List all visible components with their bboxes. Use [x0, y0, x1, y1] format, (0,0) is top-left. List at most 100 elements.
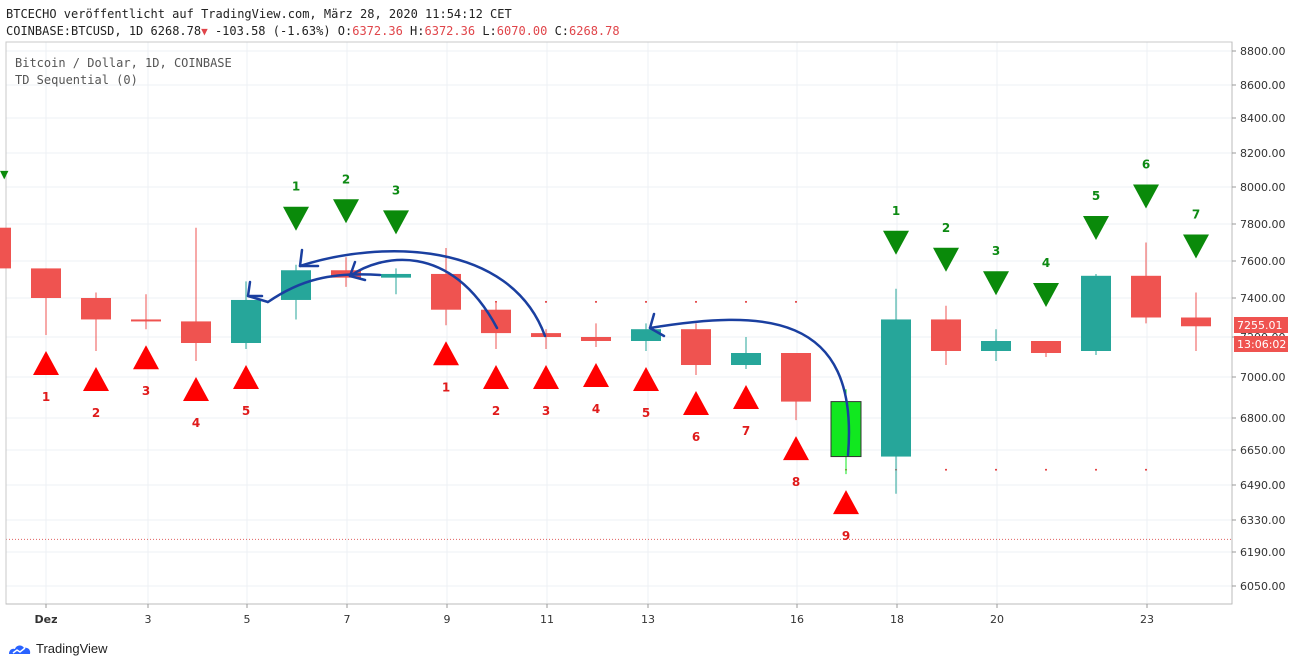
candle-body [1081, 275, 1111, 351]
high-value: 6372.36 [424, 24, 476, 38]
buy-setup-count: 2 [92, 406, 100, 420]
setup-dot [695, 300, 697, 303]
x-tick-label: 18 [890, 613, 904, 626]
sell-setup-triangle-icon [283, 206, 309, 231]
footer-brand[interactable]: TradingView [8, 641, 108, 656]
setup-dot [545, 300, 547, 303]
sell-setup-triangle-icon [1033, 283, 1059, 307]
sell-setup-count: 5 [1092, 189, 1100, 203]
price-labels: 7255.01 13:06:02 [1234, 317, 1288, 352]
annotation-arrowhead-icon [246, 280, 264, 298]
setup-dot [995, 468, 997, 471]
buy-setup-triangle-icon [633, 367, 659, 391]
sell-setup-count: 2 [942, 221, 950, 235]
setup-dot [945, 468, 947, 471]
y-tick-label: 6800.00 [1240, 412, 1286, 425]
price-axis: 8800.00 8600.00 8400.00 8200.00 8000.00 7800.… [1232, 45, 1286, 593]
y-tick-label: 6490.00 [1240, 479, 1286, 492]
candle-body [181, 321, 211, 343]
x-tick-label: Dez [35, 613, 58, 626]
candle-body [381, 273, 411, 278]
buy-setup-count: 4 [592, 402, 600, 416]
y-tick-label: 6050.00 [1240, 580, 1286, 593]
x-tick-label: 13 [641, 613, 655, 626]
x-tick-label: 20 [990, 613, 1004, 626]
sell-setup-count: 3 [992, 244, 1000, 258]
sell-setup-triangle-icon [1083, 215, 1109, 240]
y-tick-label: 6650.00 [1240, 444, 1286, 457]
legend-symbol: Bitcoin / Dollar, 1D, COINBASE [15, 56, 232, 70]
legend-indicator: TD Sequential (0) [15, 73, 138, 87]
buy-setup-triangle-icon [433, 341, 459, 366]
candle-body [531, 333, 561, 337]
down-arrow-icon: ▼ [201, 25, 208, 38]
buy-setup-triangle-icon [733, 385, 759, 409]
y-tick-label: 7600.00 [1240, 255, 1286, 268]
candle-body [231, 299, 261, 343]
candle-body [981, 341, 1011, 351]
annotation-arc [648, 318, 851, 457]
last-price: 6268.78 [150, 24, 202, 38]
candle-body [931, 319, 961, 351]
open-value: 6372.36 [352, 24, 403, 38]
sell-setup-triangle-icon [983, 271, 1009, 296]
y-tick-label: 8000.00 [1240, 181, 1286, 194]
x-tick-label: 5 [244, 613, 251, 626]
candle-body [0, 227, 11, 269]
y-tick-label: 7400.00 [1240, 292, 1286, 305]
candle-body [631, 329, 661, 341]
sell-setup-count: 2 [342, 172, 350, 186]
buy-setup-count: 2 [492, 404, 500, 418]
candles [0, 227, 1211, 494]
ohlc-line: COINBASE:BTCUSD, 1D 6268.78▼ -103.58 (-1… [6, 24, 620, 38]
candle-body [881, 319, 911, 457]
buy-setup-triangle-icon [133, 345, 159, 370]
y-tick-label: 8400.00 [1240, 112, 1286, 125]
buy-setup-triangle-icon [83, 367, 109, 391]
x-tick-label: 3 [145, 613, 152, 626]
sell-setup-count: 3 [392, 183, 400, 197]
high-label: H: [410, 24, 425, 38]
buy-setup-triangle-icon [183, 377, 209, 401]
buy-setup-count: 3 [142, 384, 150, 398]
buy-setup-triangle-icon [583, 363, 609, 387]
td-markers: 1 2 3 4 5 1 2 3 4 5 6 7 8 9 1 2 3 1 2 3 4 5 6 7 [33, 158, 1209, 543]
buy-setup-triangle-icon [683, 391, 709, 415]
candle-body [581, 337, 611, 341]
time-axis: Dez 3 5 7 9 11 13 16 18 20 23 [35, 604, 1154, 626]
buy-setup-triangle-icon [33, 351, 59, 376]
buy-setup-count: 8 [792, 475, 800, 489]
sell-setup-count: 6 [1142, 158, 1150, 172]
candle-body [481, 309, 511, 334]
candle-body [681, 329, 711, 365]
setup-dot [1045, 468, 1047, 471]
candle-body [131, 319, 161, 322]
close-label: C: [554, 24, 570, 38]
price-label-box [1234, 317, 1288, 333]
buy-setup-count: 3 [542, 404, 550, 418]
annotation-arc [247, 294, 269, 304]
annotation-arc [348, 258, 499, 330]
candle-body [1031, 341, 1061, 353]
y-tick-label: 6330.00 [1240, 514, 1286, 527]
candle-body [31, 268, 61, 298]
sell-setup-triangle-icon [1183, 234, 1209, 259]
annotation-arrowhead-icon [298, 248, 320, 268]
change-value: -103.58 (-1.63%) [214, 24, 331, 38]
setup-dot [1145, 468, 1147, 471]
setup-dot [745, 300, 747, 303]
candle-body [830, 401, 862, 458]
buy-setup-triangle-icon [833, 490, 859, 515]
buy-setup-count: 7 [742, 424, 750, 438]
x-tick-label: 11 [540, 613, 554, 626]
setup-dot [795, 300, 797, 303]
x-tick-label: 23 [1140, 613, 1154, 626]
sell-setup-count: 7 [1192, 207, 1200, 221]
candle-body [1131, 275, 1161, 318]
buy-setup-count: 4 [192, 416, 200, 430]
setup-dot [645, 300, 647, 303]
low-label: L: [482, 24, 497, 38]
y-tick-label: 7800.00 [1240, 218, 1286, 231]
sell-setup-count: 4 [1042, 256, 1050, 270]
